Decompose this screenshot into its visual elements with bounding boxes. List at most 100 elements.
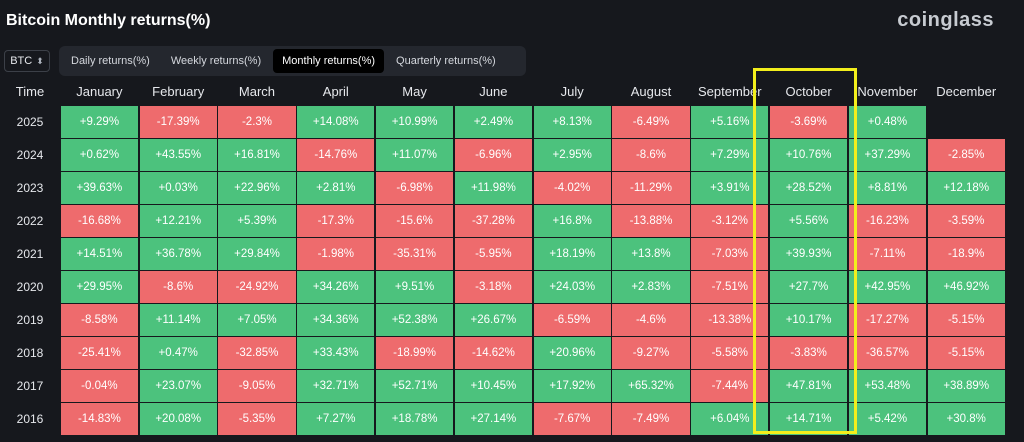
return-cell: -36.57%	[848, 337, 927, 369]
return-cell: -18.99%	[375, 337, 454, 369]
return-cell: +29.95%	[60, 271, 139, 303]
return-cell: +17.92%	[533, 370, 611, 402]
return-cell: +47.81%	[769, 370, 848, 402]
return-cell: +12.18%	[927, 172, 1005, 204]
column-header-august: August	[630, 84, 672, 99]
return-cell: +42.95%	[848, 271, 927, 303]
return-cell: -25.41%	[60, 337, 139, 369]
tab-monthly-returns[interactable]: Monthly returns(%)	[273, 49, 385, 73]
return-cell: -14.76%	[297, 139, 375, 171]
return-cell: -35.31%	[375, 238, 454, 270]
return-cell: +18.19%	[533, 238, 611, 270]
return-cell: +0.48%	[848, 106, 927, 138]
return-cell: -7.49%	[612, 403, 690, 435]
row-year-label: 2018	[16, 346, 44, 360]
return-cell: +10.17%	[769, 304, 848, 336]
return-cell: -5.95%	[454, 238, 533, 270]
return-cell: -32.85%	[218, 337, 296, 369]
return-cell: +5.42%	[848, 403, 927, 435]
row-year-label: 2016	[16, 412, 44, 426]
return-cell: +2.83%	[612, 271, 690, 303]
return-cell: -24.92%	[218, 271, 296, 303]
return-cell: +24.03%	[533, 271, 611, 303]
asset-selector-value: BTC	[10, 55, 33, 67]
return-cell: -6.49%	[612, 106, 690, 138]
return-cell: +36.78%	[139, 238, 217, 270]
return-cell: -18.9%	[927, 238, 1005, 270]
return-cell: -5.35%	[218, 403, 296, 435]
column-header-time: Time	[15, 84, 45, 99]
tab-weekly-returns[interactable]: Weekly returns(%)	[170, 55, 262, 67]
return-cell: +2.49%	[454, 106, 533, 138]
return-cell: +32.71%	[297, 370, 375, 402]
return-cell: +53.48%	[848, 370, 927, 402]
asset-selector[interactable]: BTC ⬍	[4, 50, 50, 72]
return-cell: -11.29%	[612, 172, 690, 204]
return-cell: -9.27%	[612, 337, 690, 369]
row-year-label: 2019	[16, 313, 44, 327]
return-cell: +16.8%	[533, 205, 611, 237]
return-cell: -7.51%	[691, 271, 769, 303]
returns-period-tabs: Daily returns(%) Weekly returns(%) Month…	[59, 46, 526, 76]
return-cell: -5.58%	[691, 337, 769, 369]
return-cell: -17.39%	[139, 106, 217, 138]
return-cell: -4.02%	[533, 172, 611, 204]
return-cell: +3.91%	[691, 172, 769, 204]
return-cell: +5.56%	[769, 205, 848, 237]
return-cell: -14.83%	[60, 403, 139, 435]
column-header-february: February	[152, 84, 205, 99]
column-header-december: December	[936, 84, 997, 99]
return-cell: -7.67%	[533, 403, 611, 435]
return-cell: +5.16%	[691, 106, 769, 138]
return-cell: -8.58%	[60, 304, 139, 336]
return-cell: -13.38%	[691, 304, 769, 336]
return-cell: +52.71%	[375, 370, 454, 402]
return-cell: +39.93%	[769, 238, 848, 270]
return-cell: +14.51%	[60, 238, 139, 270]
return-cell: +39.63%	[60, 172, 139, 204]
return-cell: -5.15%	[927, 304, 1005, 336]
column-header-january: January	[76, 84, 123, 99]
return-cell: -14.62%	[454, 337, 533, 369]
return-cell: +43.55%	[139, 139, 217, 171]
return-cell: -5.15%	[927, 337, 1005, 369]
return-cell: +10.99%	[375, 106, 454, 138]
return-cell: +27.14%	[454, 403, 533, 435]
return-cell: -8.6%	[612, 139, 690, 171]
return-cell: +5.39%	[218, 205, 296, 237]
return-cell: +30.8%	[927, 403, 1005, 435]
return-cell: -3.59%	[927, 205, 1005, 237]
column-header-october: October	[785, 84, 832, 99]
tab-quarterly-returns[interactable]: Quarterly returns(%)	[396, 55, 496, 67]
row-year-label: 2025	[16, 115, 44, 129]
return-cell: +46.92%	[927, 271, 1005, 303]
return-cell: +28.52%	[769, 172, 848, 204]
column-header-november: November	[857, 84, 918, 99]
return-cell: +26.67%	[454, 304, 533, 336]
return-cell: +2.81%	[297, 172, 375, 204]
return-cell: +8.81%	[848, 172, 927, 204]
return-cell: -8.6%	[139, 271, 217, 303]
return-cell: -0.04%	[60, 370, 139, 402]
return-cell: +13.8%	[612, 238, 690, 270]
return-cell: -1.98%	[297, 238, 375, 270]
return-cell: +14.71%	[769, 403, 848, 435]
return-cell: +37.29%	[848, 139, 927, 171]
return-cell: -16.68%	[60, 205, 139, 237]
return-cell: +52.38%	[375, 304, 454, 336]
return-cell: +12.21%	[139, 205, 217, 237]
return-cell: -3.69%	[769, 106, 848, 138]
column-header-september: September	[697, 84, 762, 99]
return-cell: -6.98%	[375, 172, 454, 204]
return-cell: -7.44%	[691, 370, 769, 402]
return-cell: -9.05%	[218, 370, 296, 402]
return-cell: +22.96%	[218, 172, 296, 204]
return-cell: -3.12%	[691, 205, 769, 237]
return-cell: +33.43%	[297, 337, 375, 369]
return-cell: -6.59%	[533, 304, 611, 336]
return-cell: -3.83%	[769, 337, 848, 369]
return-cell: -3.18%	[454, 271, 533, 303]
tab-daily-returns[interactable]: Daily returns(%)	[71, 55, 150, 67]
chevron-updown-icon: ⬍	[36, 55, 44, 66]
return-cell: +8.13%	[533, 106, 611, 138]
